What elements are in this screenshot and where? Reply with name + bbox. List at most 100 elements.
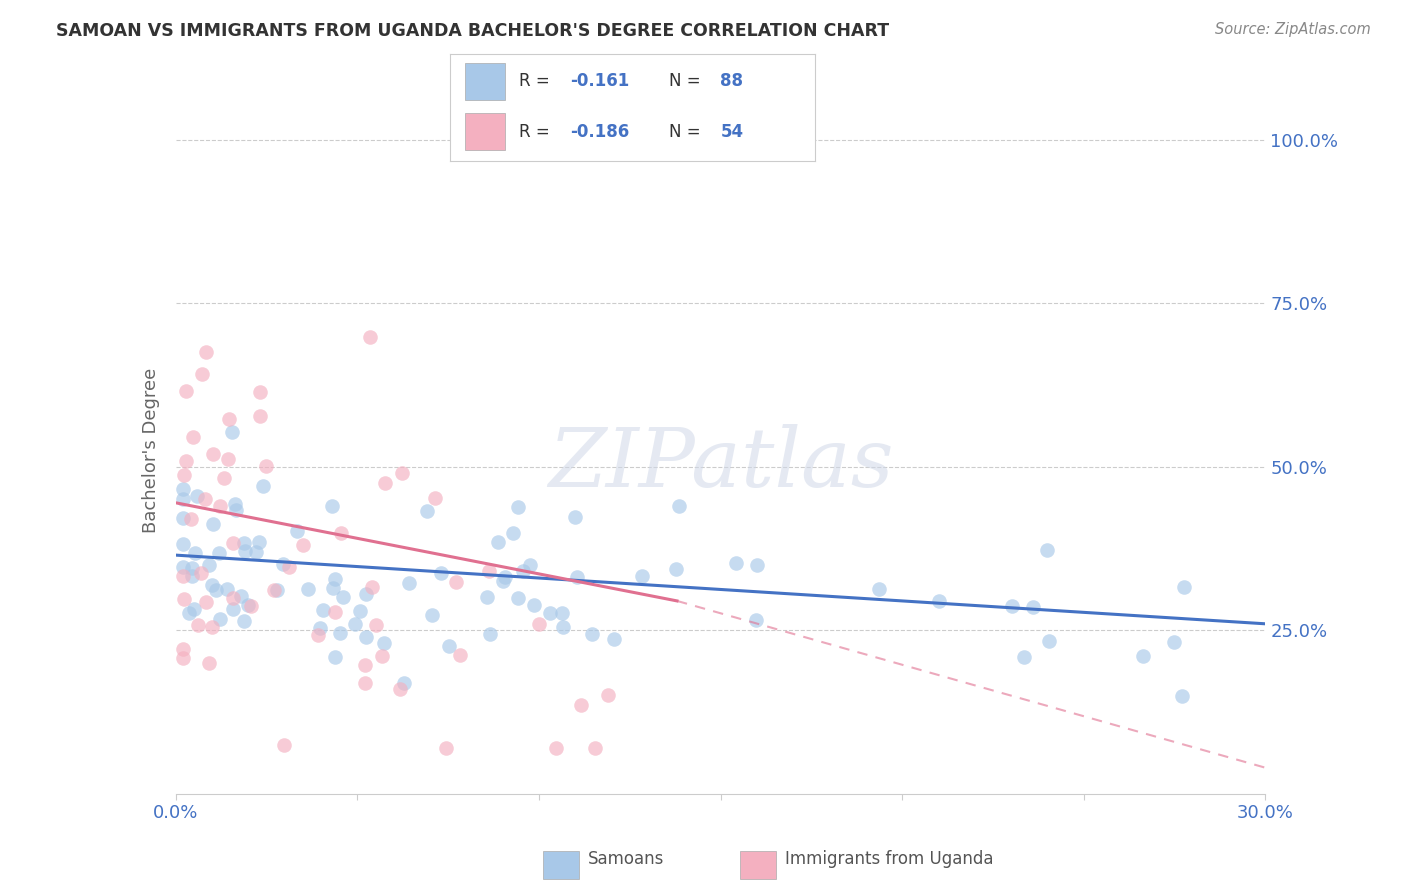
Point xyxy=(928,594,950,608)
Point xyxy=(420,608,443,623)
Point xyxy=(209,612,232,626)
Point xyxy=(492,574,515,589)
Point xyxy=(172,482,194,496)
Point xyxy=(240,599,263,614)
Point xyxy=(449,648,471,662)
Point xyxy=(494,569,516,583)
Point xyxy=(232,536,254,550)
Point xyxy=(212,471,235,485)
Point xyxy=(323,649,346,664)
Point xyxy=(1022,600,1045,615)
Point xyxy=(172,491,194,506)
Point xyxy=(596,688,619,702)
Point xyxy=(172,537,194,551)
Point xyxy=(173,591,195,606)
Point xyxy=(190,367,212,381)
FancyBboxPatch shape xyxy=(740,851,776,879)
Point xyxy=(208,545,231,559)
Point xyxy=(371,648,394,663)
Point xyxy=(197,656,219,670)
Point xyxy=(551,606,574,620)
Point xyxy=(297,582,319,596)
Point xyxy=(506,500,529,514)
Point xyxy=(665,562,688,576)
Point xyxy=(195,344,218,359)
Point xyxy=(353,657,375,672)
Point xyxy=(343,616,366,631)
Point xyxy=(172,568,194,582)
Point xyxy=(174,454,197,468)
Point xyxy=(564,510,586,524)
Point xyxy=(184,546,207,560)
Point xyxy=(508,591,530,606)
Point xyxy=(1173,580,1195,594)
Point xyxy=(434,741,457,756)
Point xyxy=(332,590,354,604)
Point xyxy=(423,491,446,506)
Point xyxy=(724,557,747,571)
Point xyxy=(233,614,256,628)
Point xyxy=(1001,599,1024,614)
Point xyxy=(323,572,346,586)
Point xyxy=(215,582,238,596)
Point xyxy=(174,384,197,398)
Point xyxy=(231,589,253,603)
Point xyxy=(502,525,524,540)
Point xyxy=(180,569,202,583)
Point xyxy=(477,591,499,605)
Point xyxy=(194,492,217,507)
Point xyxy=(254,458,277,473)
Text: 88: 88 xyxy=(720,72,744,90)
Point xyxy=(330,525,353,540)
Text: Samoans: Samoans xyxy=(588,850,664,868)
Point xyxy=(201,578,224,592)
Point xyxy=(398,575,420,590)
Point xyxy=(322,581,344,595)
Point xyxy=(868,582,890,596)
Point xyxy=(218,412,240,426)
Point xyxy=(247,534,270,549)
Point xyxy=(249,409,271,423)
Point xyxy=(329,625,352,640)
FancyBboxPatch shape xyxy=(464,63,505,100)
Text: ZIPatlas: ZIPatlas xyxy=(548,425,893,504)
Point xyxy=(391,466,413,480)
Text: R =: R = xyxy=(519,72,555,90)
Point xyxy=(198,558,221,572)
Point xyxy=(551,619,574,633)
Point xyxy=(354,676,377,690)
Point xyxy=(266,583,288,598)
Text: N =: N = xyxy=(669,123,706,141)
Point xyxy=(172,650,194,665)
Point xyxy=(249,384,271,399)
Text: N =: N = xyxy=(669,72,706,90)
Text: R =: R = xyxy=(519,123,555,141)
Point xyxy=(201,447,224,461)
Point xyxy=(187,618,209,632)
Point xyxy=(173,468,195,483)
Point xyxy=(486,534,509,549)
Point xyxy=(172,560,194,574)
Point xyxy=(190,566,212,581)
Point xyxy=(1014,650,1036,665)
Point xyxy=(567,570,589,584)
Point xyxy=(373,635,395,649)
FancyBboxPatch shape xyxy=(464,113,505,150)
Point xyxy=(602,632,624,646)
Point xyxy=(217,452,239,467)
Point xyxy=(1036,543,1059,558)
Point xyxy=(1132,648,1154,663)
Point xyxy=(1163,634,1185,648)
Point xyxy=(389,681,412,696)
Point xyxy=(583,741,606,756)
Point xyxy=(360,580,382,594)
Point xyxy=(233,544,256,558)
Point xyxy=(245,545,267,559)
Point xyxy=(745,613,768,627)
Point xyxy=(263,583,285,598)
Point xyxy=(546,741,568,756)
Point xyxy=(224,497,246,511)
Point xyxy=(222,536,245,550)
Point xyxy=(186,489,208,503)
Point xyxy=(478,564,501,578)
